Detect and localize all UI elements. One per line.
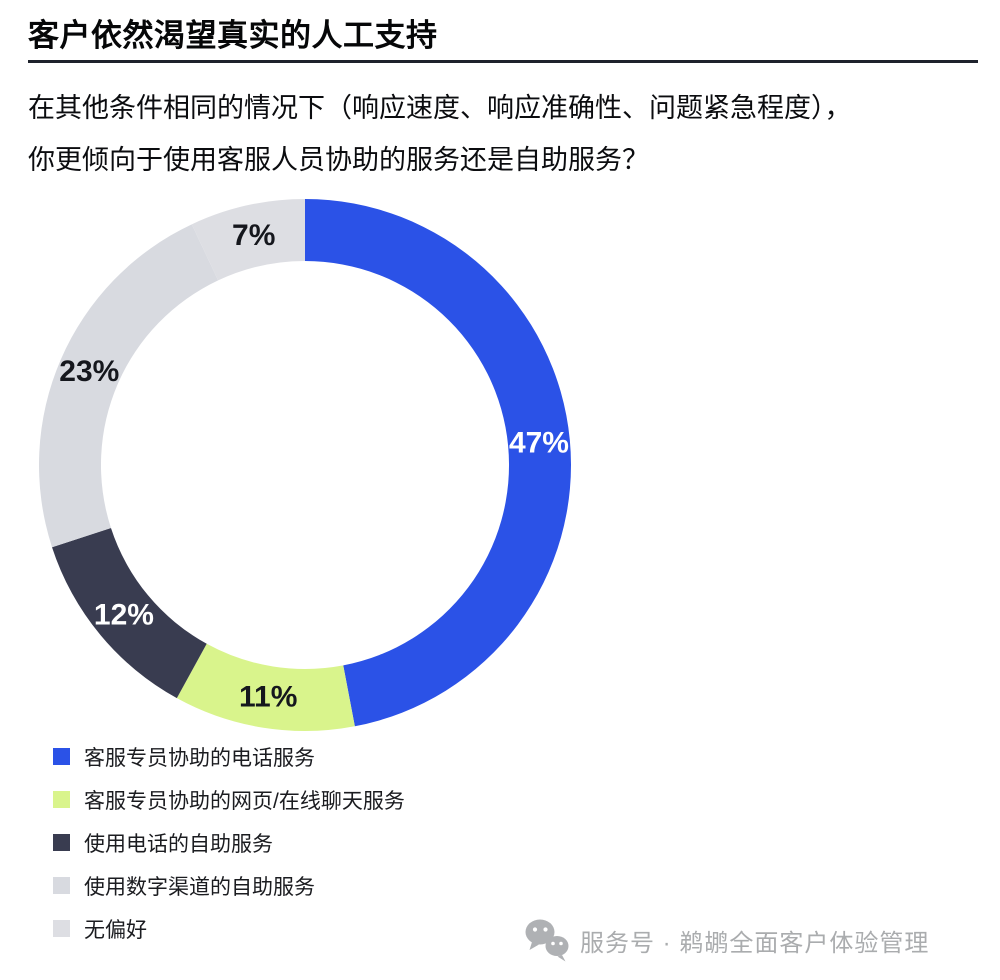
legend-item: 使用数字渠道的自助服务 <box>53 864 405 907</box>
legend-swatch <box>53 791 70 808</box>
survey-question-line-1: 在其他条件相同的情况下（响应速度、响应准确性、问题紧急程度）， <box>28 93 852 123</box>
legend-item: 无偏好 <box>53 907 405 950</box>
donut-segment <box>191 199 305 281</box>
wechat-icon <box>525 919 569 962</box>
legend-item: 客服专员协助的电话服务 <box>53 735 405 778</box>
survey-question: 在其他条件相同的情况下（响应速度、响应准确性、问题紧急程度）， 你更倾向于使用客… <box>28 82 852 186</box>
legend-label: 使用数字渠道的自助服务 <box>84 875 315 899</box>
legend-swatch <box>53 877 70 894</box>
slice-label: 47% <box>509 426 569 459</box>
donut-chart: 47% 11% 12% 23% 7% <box>38 199 572 731</box>
footer-source-label: 服务号 · 鹈鹕全面客户体验管理 <box>580 929 930 957</box>
title-divider <box>28 60 978 63</box>
donut-segment <box>38 224 219 548</box>
page-title: 客户依然渴望真实的人工支持 <box>28 18 438 53</box>
legend-label: 客服专员协助的电话服务 <box>84 746 315 770</box>
legend-swatch <box>53 834 70 851</box>
donut-segment <box>305 199 572 727</box>
donut-segment <box>52 528 207 699</box>
slice-label: 12% <box>94 598 154 631</box>
donut-segment <box>176 643 355 731</box>
legend-swatch <box>53 748 70 765</box>
slice-label: 7% <box>232 219 275 252</box>
legend-swatch <box>53 920 70 937</box>
legend-item: 客服专员协助的网页/在线聊天服务 <box>53 778 405 821</box>
slice-label: 11% <box>239 681 297 714</box>
chart-legend: 客服专员协助的电话服务客服专员协助的网页/在线聊天服务 使用电话的自助服务使用数字… <box>53 735 405 950</box>
legend-label: 使用电话的自助服务 <box>84 832 273 856</box>
slice-label: 23% <box>59 355 119 388</box>
legend-item: 使用电话的自助服务 <box>53 821 405 864</box>
survey-question-line-2: 你更倾向于使用客服人员协助的服务还是自助服务？ <box>28 145 649 175</box>
footer: 服务号 · 鹈鹕全面客户体验管理 <box>524 918 929 962</box>
legend-label: 无偏好 <box>84 918 147 942</box>
legend-label: 客服专员协助的网页/在线聊天服务 <box>84 789 405 813</box>
